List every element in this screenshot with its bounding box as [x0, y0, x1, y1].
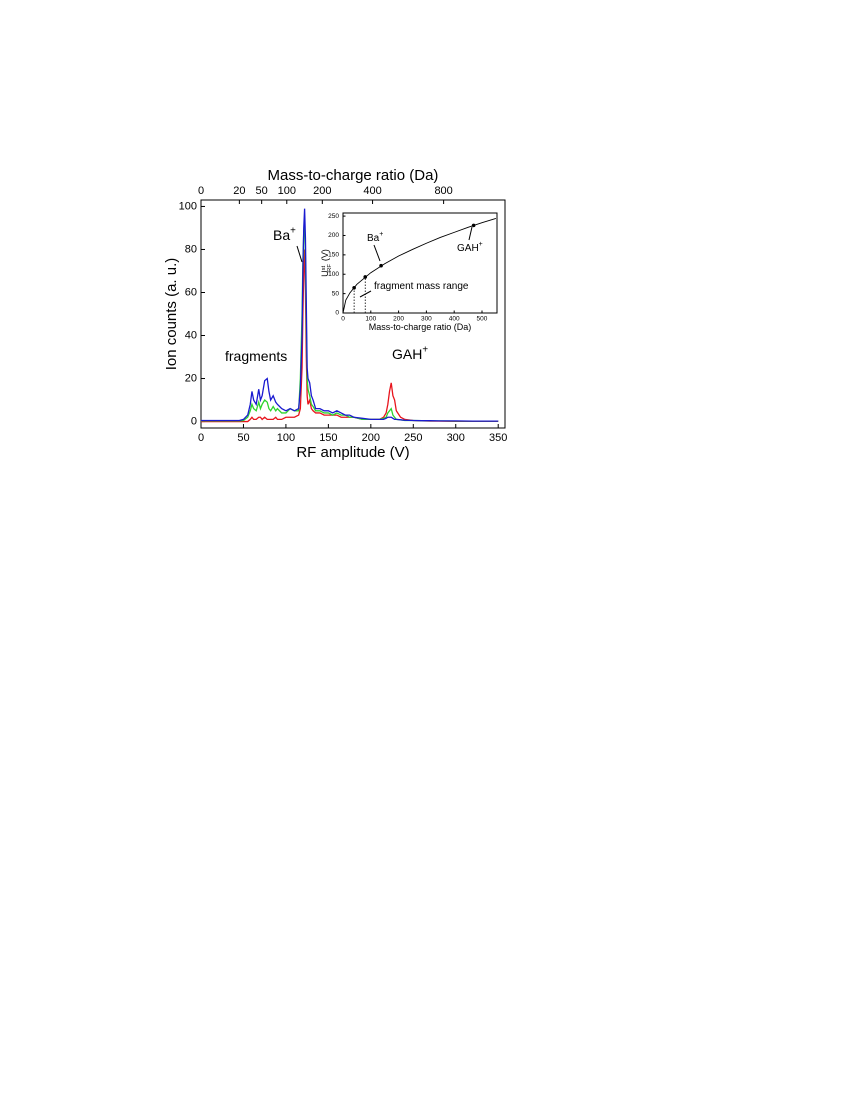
- marker: [363, 275, 368, 279]
- y-tick-label: 60: [185, 286, 197, 298]
- x2-tick-label: 0: [198, 185, 204, 197]
- x2-tick-label: 50: [256, 185, 268, 197]
- plot-frame: [200, 199, 506, 429]
- x-axis-title: RF amplitude (V): [296, 444, 409, 461]
- x2-tick-label: 800: [434, 185, 452, 197]
- x-tick-label: 300: [447, 432, 465, 444]
- x-tick-label: 350: [489, 432, 507, 444]
- data-line: [342, 217, 497, 314]
- x-tick-label: 250: [404, 432, 422, 444]
- x2-tick-label: 400: [363, 185, 381, 197]
- inset-annotation-text: Ba: [367, 233, 380, 244]
- y-title-sub: RF: [327, 264, 333, 272]
- x2-tick-label: 200: [313, 185, 331, 197]
- inset-annotation: GAH+: [457, 241, 483, 254]
- marker: [352, 286, 356, 290]
- y-tick-label: 100: [179, 200, 197, 212]
- plot-frame: [342, 212, 498, 314]
- x2-tick-label: 20: [233, 185, 245, 197]
- x-tick-label: 0: [341, 316, 345, 323]
- inset-annotation-sup: +: [379, 231, 383, 238]
- y-tick-label: 40: [185, 329, 197, 341]
- x-tick-label: 500: [477, 316, 488, 323]
- inset-annotation-sup: +: [479, 241, 483, 248]
- data-line: [201, 221, 499, 422]
- marker: [379, 263, 383, 268]
- y-tick-label: 0: [335, 310, 339, 317]
- annotation: GAH+: [392, 344, 428, 362]
- y-title-sup: st: [321, 266, 327, 271]
- y-tick-label: 0: [191, 415, 197, 427]
- x2-tick-label: 100: [278, 185, 296, 197]
- inset-arrow: [373, 244, 381, 262]
- y-axis-title: Ion counts (a. u.): [163, 258, 180, 371]
- y-title-main: U: [320, 270, 330, 277]
- annotation-text: GAH: [392, 346, 422, 362]
- data-line: [201, 249, 499, 423]
- y-tick-label: 250: [328, 213, 339, 220]
- y-tick-label: 20: [185, 372, 197, 384]
- x-tick-label: 300: [421, 316, 432, 323]
- x-tick-label: 150: [319, 432, 337, 444]
- inset-arrow: [359, 290, 372, 298]
- x-axis-title: Mass-to-charge ratio (Da): [369, 322, 472, 332]
- x2-axis-title: Mass-to-charge ratio (Da): [268, 167, 439, 184]
- inset-annotation-text: GAH: [457, 243, 479, 254]
- y-title-tail: (V): [320, 249, 330, 261]
- annotation: Ba+: [273, 225, 296, 243]
- x-tick-label: 400: [449, 316, 460, 323]
- x-tick-label: 100: [365, 316, 376, 323]
- y-tick-label: 100: [328, 271, 339, 278]
- y-tick-label: 50: [332, 290, 340, 297]
- y-tick-label: 150: [328, 252, 339, 259]
- annotation: fragments: [225, 348, 287, 364]
- annotation-sup: +: [290, 225, 296, 236]
- x-tick-label: 50: [237, 432, 249, 444]
- marker: [471, 223, 476, 228]
- inset-annotation: Ba+: [367, 231, 383, 244]
- x-tick-label: 200: [362, 432, 380, 444]
- y-tick-label: 80: [185, 243, 197, 255]
- inset-annotation: fragment mass range: [374, 281, 469, 292]
- annotation-text: Ba: [273, 227, 290, 243]
- inset-annotation-text: fragment mass range: [374, 281, 469, 292]
- annotation-arrow: [296, 245, 303, 263]
- x-tick-label: 200: [393, 316, 404, 323]
- annotation-sup: +: [422, 344, 428, 355]
- annotation-text: fragments: [225, 348, 287, 364]
- inset-arrow: [468, 226, 473, 241]
- x-tick-label: 100: [277, 432, 295, 444]
- y-axis-title: UstRF (V): [320, 249, 332, 277]
- x-tick-label: 0: [198, 432, 204, 444]
- y-tick-label: 200: [328, 232, 339, 239]
- data-line: [201, 208, 499, 422]
